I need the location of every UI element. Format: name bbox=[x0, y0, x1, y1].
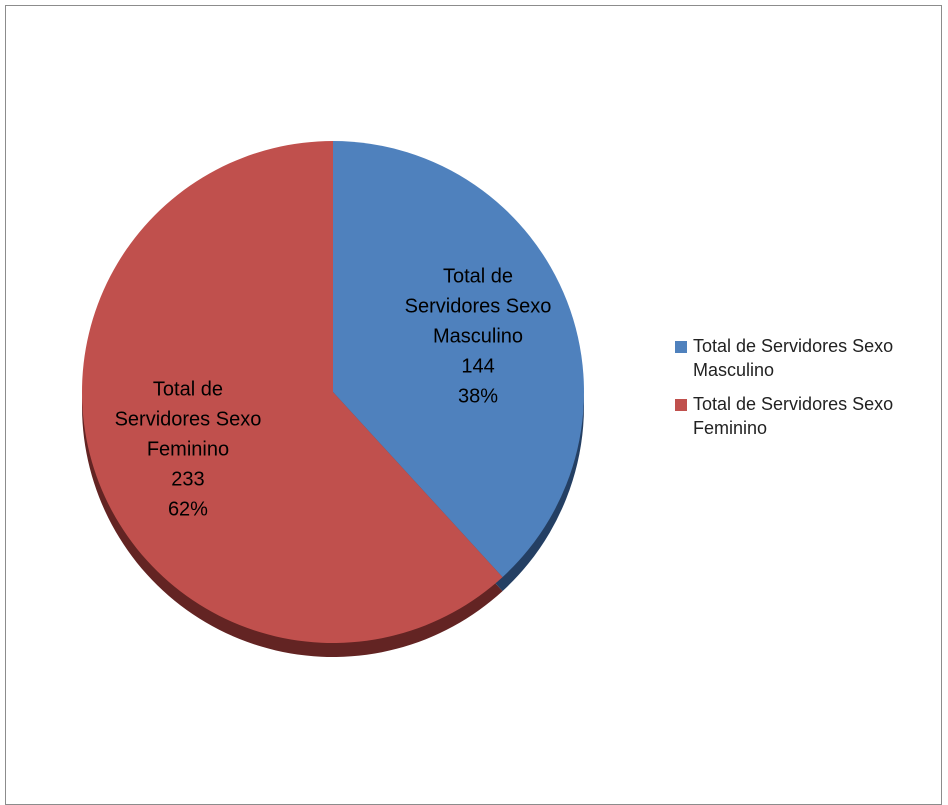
legend-label-masculino: Total de Servidores Sexo Masculino bbox=[693, 336, 894, 380]
legend-item-masculino: Total de Servidores Sexo Masculino bbox=[675, 334, 945, 382]
pie-slices bbox=[82, 141, 584, 643]
slice-labels: Total de Servidores Sexo Masculino 144 38% To… bbox=[115, 266, 552, 521]
pie-chart: Total de Servidores Sexo Masculino 144 38% To… bbox=[82, 141, 585, 657]
pie-slice-feminino bbox=[82, 141, 503, 643]
pie-slice-masculino bbox=[333, 141, 584, 578]
legend-swatch-masculino bbox=[675, 341, 687, 353]
legend-item-feminino: Total de Servidores Sexo Feminino bbox=[675, 392, 945, 440]
legend-label-feminino: Total de Servidores Sexo Feminino bbox=[693, 394, 894, 438]
slice-label-masculino: Total de Servidores Sexo Masculino 144 38% bbox=[405, 266, 552, 408]
slice-label-feminino: Total de Servidores Sexo Feminino 233 62% bbox=[115, 378, 262, 520]
legend: Total de Servidores Sexo Masculino Total… bbox=[675, 334, 945, 450]
legend-swatch-feminino bbox=[675, 399, 687, 411]
